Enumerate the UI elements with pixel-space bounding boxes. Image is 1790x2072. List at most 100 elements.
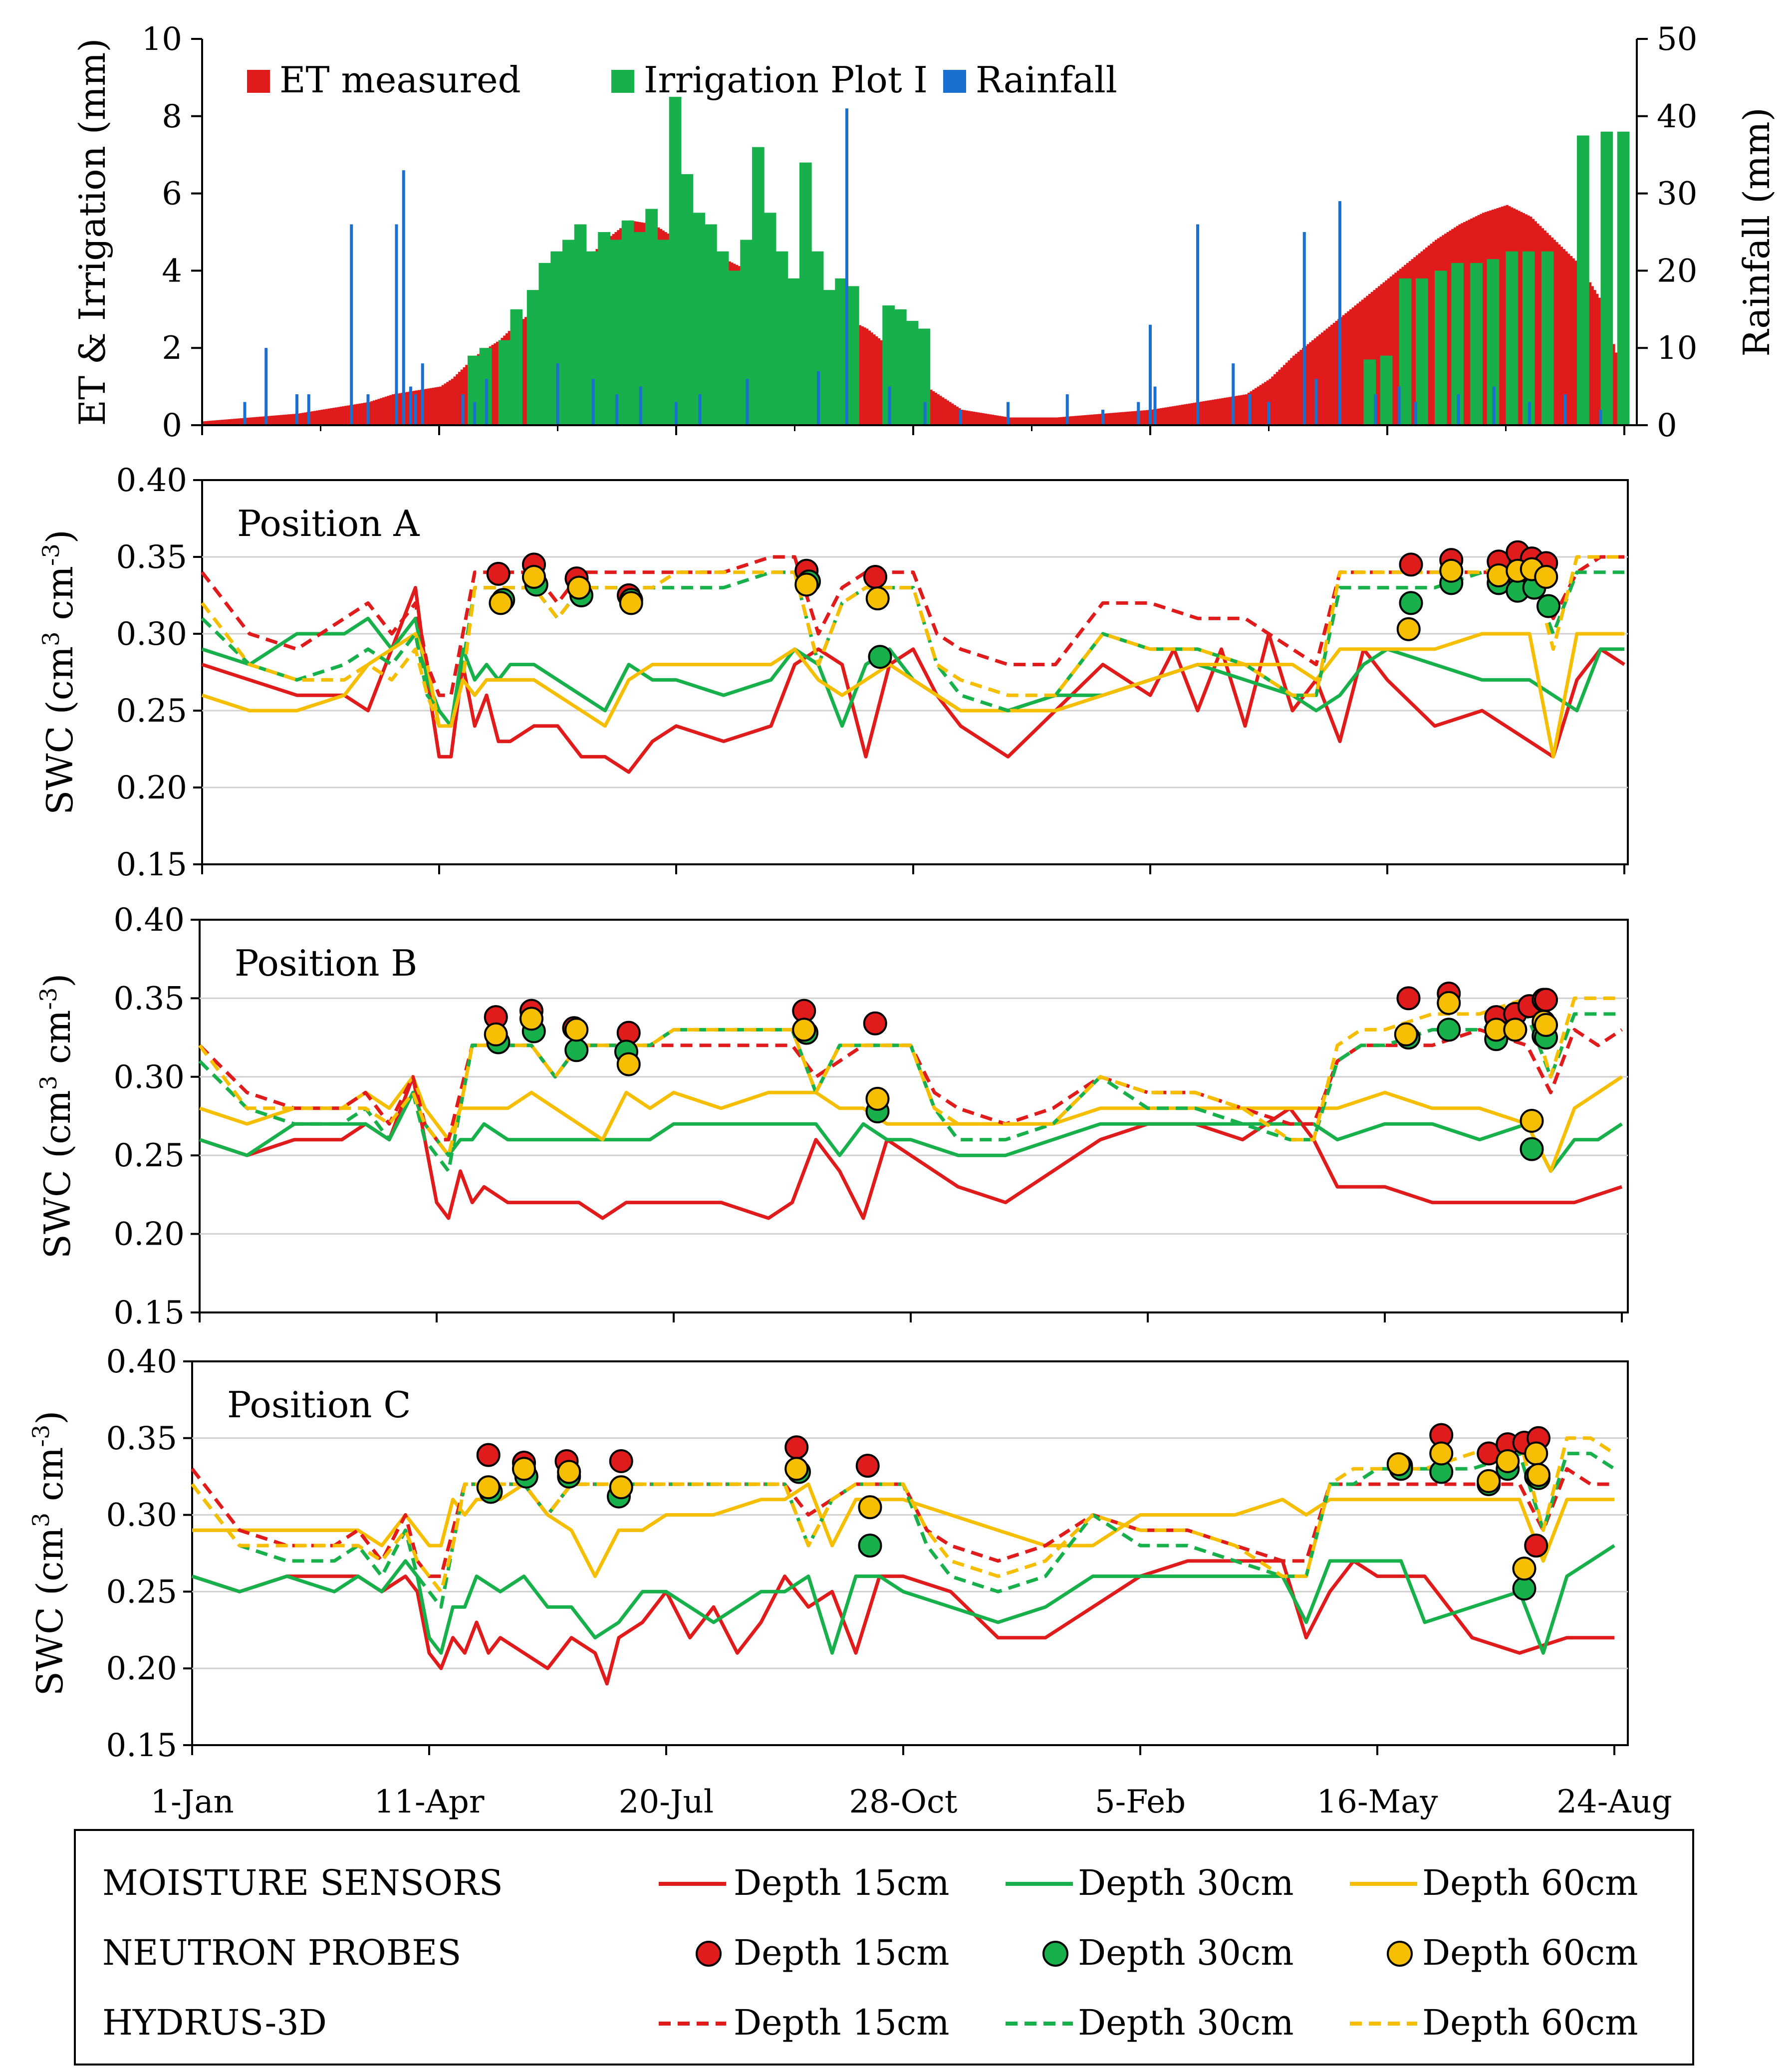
- et-bar: [1060, 417, 1063, 425]
- et-bar: [384, 396, 388, 425]
- et-bar: [216, 420, 219, 425]
- et-bar: [1318, 334, 1321, 425]
- et-bar: [1088, 415, 1091, 425]
- series-yellow-solid: [199, 1075, 1623, 1173]
- probe-marker-60cm: [1386, 1452, 1411, 1477]
- et-bar: [1157, 408, 1160, 425]
- et-bar: [977, 412, 980, 425]
- et-bar: [1076, 416, 1080, 425]
- series-yellow-dashed: [191, 1436, 1615, 1593]
- et-bar: [456, 374, 459, 425]
- et-bar: [214, 420, 217, 425]
- et-bar: [1297, 351, 1300, 425]
- et-bar: [1465, 221, 1469, 425]
- et-bar: [930, 389, 933, 425]
- irrigation-bar: [693, 213, 705, 425]
- et-bar: [380, 398, 383, 425]
- x-tick-label: 5-Feb: [1095, 1784, 1186, 1820]
- et-bar: [278, 415, 281, 425]
- rainfall-bar: [1563, 394, 1567, 425]
- et-bar: [524, 317, 527, 425]
- y-tick-label: 0.20: [116, 770, 188, 806]
- rainfall-bar: [698, 394, 702, 425]
- et-bar: [987, 414, 990, 425]
- et-bar: [1212, 399, 1215, 425]
- series-red-solid: [199, 1075, 1623, 1220]
- et-bar: [451, 379, 454, 425]
- y-tick-label: 0.40: [114, 902, 185, 939]
- et-bar: [223, 419, 227, 425]
- et-bar: [1612, 344, 1615, 425]
- et-bar: [1224, 398, 1227, 425]
- rainfall-bar: [1374, 394, 1377, 425]
- et-bar: [1287, 360, 1290, 425]
- et-bar: [1126, 411, 1129, 425]
- et-bar: [1558, 244, 1561, 425]
- rainfall-bar: [817, 371, 820, 425]
- series-green-solid: [191, 1544, 1615, 1655]
- et-bar: [1394, 272, 1397, 425]
- rainfall-bar: [307, 394, 310, 425]
- probe-marker-60cm: [1439, 558, 1464, 583]
- et-bar: [1181, 404, 1184, 425]
- et-bar: [1351, 307, 1355, 425]
- et-bar: [1299, 350, 1302, 425]
- et-bar: [996, 415, 999, 425]
- probe-marker-60cm: [794, 572, 819, 597]
- et-bar: [1046, 417, 1049, 425]
- legend-item-label: Depth 30cm: [1078, 1932, 1293, 1973]
- rainfall-bar: [1599, 410, 1602, 425]
- et-bar: [1387, 278, 1390, 425]
- et-bar: [432, 387, 435, 425]
- label-part: SWC (cm: [36, 1090, 78, 1259]
- et-bar: [339, 406, 342, 425]
- probe-marker-60cm: [1534, 1013, 1558, 1037]
- et-bar: [1411, 259, 1414, 425]
- legend-swatch: [611, 70, 634, 93]
- probe-marker-60cm: [1496, 1449, 1520, 1473]
- series-yellow-dashed: [201, 555, 1624, 728]
- y-tick-label: 0.30: [114, 1059, 185, 1096]
- et-bar: [1050, 417, 1053, 425]
- et-bar: [1306, 344, 1309, 425]
- et-bar: [1171, 406, 1175, 425]
- series-red-dashed: [201, 555, 1624, 697]
- left-tick-label: 10: [142, 21, 182, 58]
- et-bar: [1501, 206, 1504, 425]
- irrigation-bar: [787, 278, 800, 425]
- et-bar: [1020, 417, 1023, 425]
- et-bar: [1323, 330, 1326, 425]
- et-bar: [1214, 399, 1217, 425]
- y-tick-label: 0.30: [116, 616, 188, 653]
- rainfall-bar: [959, 410, 962, 425]
- x-tick-label: 16-May: [1317, 1784, 1438, 1820]
- irrigation-bar: [1600, 131, 1613, 425]
- superscript: -3: [35, 988, 62, 1010]
- et-bar: [1539, 226, 1542, 425]
- et-bar: [984, 413, 987, 425]
- probe-marker-60cm: [1520, 1108, 1544, 1133]
- et-bar: [1278, 369, 1281, 425]
- irrigation-bar: [510, 309, 523, 425]
- et-bar: [1588, 282, 1592, 425]
- et-bar: [1117, 412, 1120, 425]
- et-bar: [1098, 414, 1101, 425]
- et-bar: [375, 399, 378, 425]
- et-bar: [1041, 417, 1044, 425]
- probe-marker-60cm: [1437, 991, 1461, 1015]
- et-bar: [1397, 270, 1400, 425]
- et-bar: [866, 328, 869, 425]
- et-bar: [1349, 309, 1352, 425]
- et-bar: [494, 343, 497, 425]
- probe-marker-30cm: [858, 1534, 882, 1558]
- probe-marker-60cm: [865, 586, 890, 611]
- et-bar: [221, 420, 224, 425]
- label-part: ): [36, 974, 78, 988]
- y-tick-label: 0.20: [114, 1216, 185, 1253]
- rainfall-bar: [409, 386, 412, 425]
- et-bar: [301, 413, 304, 425]
- et-bar: [1022, 417, 1025, 425]
- probe-marker-60cm: [1477, 1469, 1501, 1493]
- et-bar: [1243, 394, 1246, 425]
- legend-item-label: Depth 60cm: [1422, 2002, 1638, 2043]
